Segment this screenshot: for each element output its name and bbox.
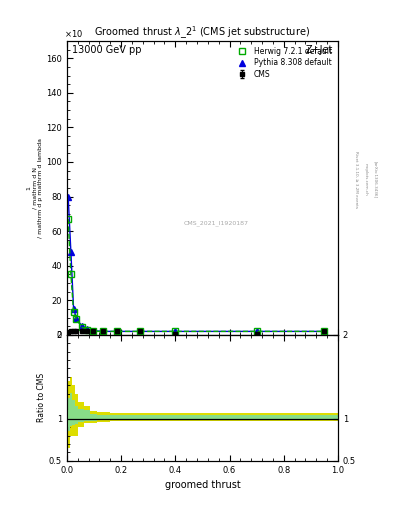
Herwig 7.2.1 default — [173, 328, 178, 334]
Pythia 8.308 default — [254, 328, 259, 334]
Bar — [78, 402, 84, 427]
Bar — [84, 416, 90, 421]
Bar — [67, 398, 70, 432]
Text: 13000 GeV pp: 13000 GeV pp — [72, 46, 142, 55]
Text: mcplots.cern.ch: mcplots.cern.ch — [364, 163, 367, 196]
Bar — [230, 413, 338, 421]
Text: CMS_2021_I1920187: CMS_2021_I1920187 — [184, 220, 248, 226]
Bar — [162, 417, 230, 420]
Bar — [75, 394, 78, 436]
Herwig 7.2.1 default — [115, 328, 119, 334]
Bar — [78, 415, 84, 422]
Text: Z+Jet: Z+Jet — [305, 46, 332, 55]
Title: Groomed thrust $\lambda\_2^{1}$ (CMS jet substructure): Groomed thrust $\lambda\_2^{1}$ (CMS jet… — [94, 25, 310, 41]
Pythia 8.308 default — [101, 328, 106, 334]
Bar — [129, 415, 162, 420]
Bar — [97, 412, 110, 422]
Herwig 7.2.1 default — [79, 324, 84, 330]
Bar — [97, 415, 110, 420]
Herwig 7.2.1 default — [101, 328, 106, 334]
Bar — [110, 415, 129, 420]
Y-axis label: Ratio to CMS: Ratio to CMS — [37, 373, 46, 422]
Bar — [110, 417, 129, 420]
Bar — [90, 414, 97, 420]
Pythia 8.308 default — [115, 328, 119, 334]
Line: Pythia 8.308 default: Pythia 8.308 default — [65, 194, 327, 334]
Pythia 8.308 default — [66, 194, 70, 200]
Bar — [78, 409, 84, 420]
Pythia 8.308 default — [322, 328, 327, 334]
Pythia 8.308 default — [74, 314, 79, 321]
Bar — [70, 393, 72, 420]
Text: [arXiv:1306.3436]: [arXiv:1306.3436] — [373, 161, 377, 198]
Bar — [90, 417, 97, 421]
Bar — [75, 414, 78, 424]
Herwig 7.2.1 default — [66, 216, 70, 222]
Pythia 8.308 default — [90, 328, 95, 334]
Pythia 8.308 default — [68, 249, 73, 255]
Pythia 8.308 default — [79, 323, 84, 329]
Text: Rivet 3.1.10, ≥ 3.2M events: Rivet 3.1.10, ≥ 3.2M events — [354, 151, 358, 208]
Bar — [67, 381, 70, 448]
X-axis label: groomed thrust: groomed thrust — [165, 480, 240, 490]
Pythia 8.308 default — [138, 328, 142, 334]
Herwig 7.2.1 default — [71, 309, 76, 315]
Bar — [230, 417, 338, 420]
Bar — [67, 411, 70, 427]
Bar — [72, 385, 75, 436]
Herwig 7.2.1 default — [68, 271, 73, 278]
Pythia 8.308 default — [71, 306, 76, 312]
Pythia 8.308 default — [173, 328, 178, 334]
Bar — [84, 411, 90, 419]
Bar — [110, 413, 129, 421]
Bar — [72, 413, 75, 424]
Line: Herwig 7.2.1 default: Herwig 7.2.1 default — [65, 216, 327, 334]
Herwig 7.2.1 default — [322, 328, 327, 334]
Herwig 7.2.1 default — [138, 328, 142, 334]
Legend: Herwig 7.2.1 default, Pythia 8.308 default, CMS: Herwig 7.2.1 default, Pythia 8.308 defau… — [232, 45, 334, 81]
Herwig 7.2.1 default — [90, 328, 95, 334]
Text: $\times 10$: $\times 10$ — [64, 29, 83, 39]
Bar — [90, 411, 97, 423]
Pythia 8.308 default — [85, 326, 90, 332]
Bar — [70, 377, 72, 436]
Herwig 7.2.1 default — [85, 327, 90, 333]
Herwig 7.2.1 default — [254, 328, 259, 334]
Y-axis label: 1
/ mathrm d N
/ mathrm d p mathrm d lambda: 1 / mathrm d N / mathrm d p mathrm d lam… — [27, 138, 43, 238]
Bar — [84, 406, 90, 423]
Bar — [162, 413, 230, 421]
Bar — [70, 411, 72, 426]
Bar — [75, 406, 78, 423]
Bar — [162, 415, 230, 420]
Bar — [129, 413, 162, 421]
Bar — [230, 415, 338, 420]
Bar — [97, 417, 110, 420]
Bar — [72, 399, 75, 421]
Bar — [129, 417, 162, 420]
Herwig 7.2.1 default — [74, 316, 79, 323]
